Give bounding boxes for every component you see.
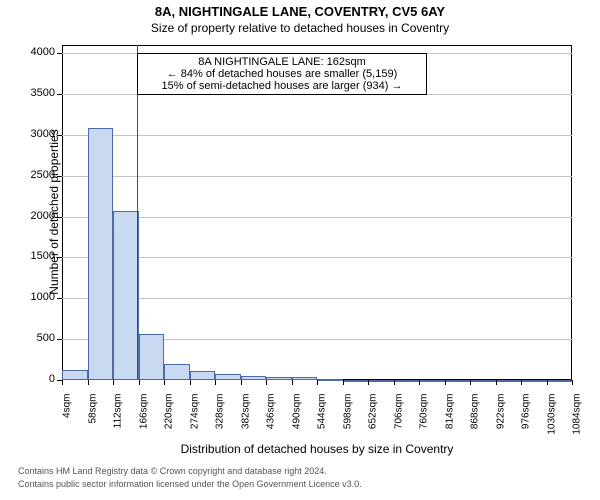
x-tick	[266, 380, 267, 385]
y-tick-label: 500	[20, 332, 55, 344]
x-tick-label: 1030sqm	[546, 394, 557, 454]
grid-line	[62, 217, 572, 218]
reference-marker	[137, 45, 138, 380]
x-tick-label: 814sqm	[444, 394, 455, 454]
y-tick	[57, 217, 62, 218]
y-tick	[57, 53, 62, 54]
histogram-bar	[62, 370, 88, 380]
y-tick	[57, 339, 62, 340]
y-tick-label: 3000	[20, 128, 55, 140]
histogram-bar	[241, 376, 267, 380]
x-tick-label: 868sqm	[470, 394, 481, 454]
x-tick-label: 166sqm	[138, 394, 149, 454]
x-tick	[547, 380, 548, 385]
histogram-bar	[113, 211, 139, 380]
x-tick	[317, 380, 318, 385]
histogram-bar	[139, 334, 165, 380]
x-tick-label: 1084sqm	[572, 394, 583, 454]
x-tick-label: 652sqm	[368, 394, 379, 454]
x-tick	[470, 380, 471, 385]
histogram-bar	[496, 380, 522, 382]
x-tick	[368, 380, 369, 385]
histogram-bar	[292, 377, 318, 380]
x-tick	[139, 380, 140, 385]
grid-line	[62, 176, 572, 177]
y-tick-label: 3500	[20, 87, 55, 99]
x-tick	[113, 380, 114, 385]
histogram-bar	[215, 374, 241, 380]
x-tick	[419, 380, 420, 385]
x-tick	[496, 380, 497, 385]
grid-line	[62, 135, 572, 136]
x-tick-label: 382sqm	[240, 394, 251, 454]
x-tick	[215, 380, 216, 385]
callout-line-3: 15% of semi-detached houses are larger (…	[144, 80, 420, 92]
x-tick	[241, 380, 242, 385]
histogram-bar	[419, 380, 445, 382]
x-tick-label: 274sqm	[189, 394, 200, 454]
x-tick	[164, 380, 165, 385]
x-tick-label: 544sqm	[317, 394, 328, 454]
x-tick-label: 706sqm	[393, 394, 404, 454]
x-tick-label: 220sqm	[164, 394, 175, 454]
callout-line-1: 8A NIGHTINGALE LANE: 162sqm	[144, 56, 420, 68]
annotation-callout: 8A NIGHTINGALE LANE: 162sqm ← 84% of det…	[137, 53, 427, 95]
x-tick	[445, 380, 446, 385]
chart-container: 8A, NIGHTINGALE LANE, COVENTRY, CV5 6AY …	[0, 0, 600, 500]
histogram-bar	[445, 380, 471, 382]
x-tick-label: 598sqm	[342, 394, 353, 454]
y-tick-label: 0	[20, 373, 55, 385]
histogram-bar	[343, 380, 369, 382]
x-tick	[521, 380, 522, 385]
x-tick-label: 760sqm	[419, 394, 430, 454]
histogram-bar	[88, 128, 114, 380]
histogram-bar	[470, 380, 496, 382]
x-tick-label: 976sqm	[521, 394, 532, 454]
x-tick-label: 490sqm	[291, 394, 302, 454]
y-tick-label: 1500	[20, 250, 55, 262]
x-tick	[394, 380, 395, 385]
x-tick	[292, 380, 293, 385]
y-tick-label: 2500	[20, 169, 55, 181]
y-tick	[57, 298, 62, 299]
x-tick	[88, 380, 89, 385]
callout-line-2: ← 84% of detached houses are smaller (5,…	[144, 68, 420, 80]
chart-title-sub: Size of property relative to detached ho…	[0, 19, 600, 35]
x-tick-label: 58sqm	[87, 394, 98, 454]
y-tick-label: 2000	[20, 210, 55, 222]
histogram-bar	[164, 364, 190, 380]
histogram-bar	[190, 371, 216, 380]
x-tick-label: 436sqm	[266, 394, 277, 454]
histogram-bar	[266, 377, 292, 380]
footer-line-1: Contains HM Land Registry data © Crown c…	[18, 466, 327, 476]
histogram-bar	[394, 380, 420, 382]
plot-area	[62, 45, 572, 380]
x-tick	[190, 380, 191, 385]
x-tick-label: 922sqm	[495, 394, 506, 454]
histogram-bar	[547, 380, 573, 382]
grid-line	[62, 257, 572, 258]
histogram-bar	[317, 379, 343, 381]
y-tick	[57, 135, 62, 136]
y-tick-label: 1000	[20, 291, 55, 303]
histogram-bar	[521, 380, 547, 382]
y-tick	[57, 257, 62, 258]
x-tick	[572, 380, 573, 385]
x-tick-label: 112sqm	[113, 394, 124, 454]
footer-line-2: Contains public sector information licen…	[18, 479, 362, 489]
x-tick	[343, 380, 344, 385]
x-tick	[62, 380, 63, 385]
y-tick	[57, 176, 62, 177]
y-tick-label: 4000	[20, 46, 55, 58]
grid-line	[62, 298, 572, 299]
chart-title-main: 8A, NIGHTINGALE LANE, COVENTRY, CV5 6AY	[0, 0, 600, 19]
y-tick	[57, 94, 62, 95]
x-tick-label: 4sqm	[62, 394, 73, 454]
x-tick-label: 328sqm	[215, 394, 226, 454]
histogram-bar	[368, 380, 394, 382]
